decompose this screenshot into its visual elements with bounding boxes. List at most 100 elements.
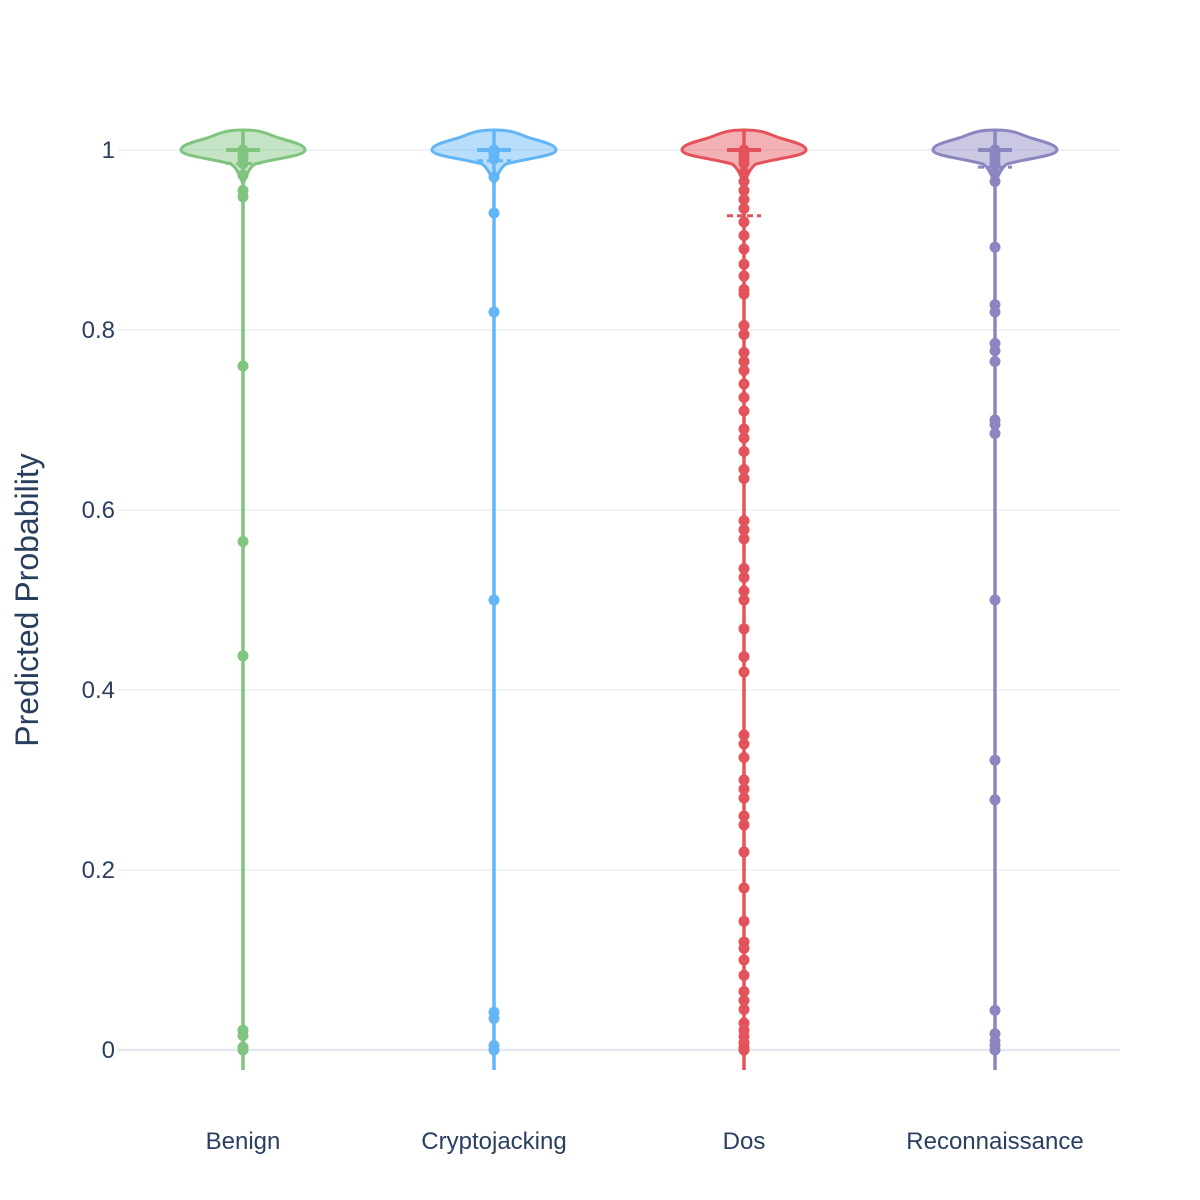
data-point — [738, 585, 750, 597]
data-point — [989, 594, 1001, 606]
gridlines — [118, 149, 1120, 1052]
violin-cryptojacking — [430, 128, 558, 1070]
data-point — [989, 356, 1001, 367]
data-point — [738, 464, 750, 475]
data-point — [738, 320, 750, 331]
data-point — [738, 651, 750, 663]
data-point — [488, 171, 500, 183]
data-point — [738, 783, 750, 795]
data-point — [738, 954, 750, 966]
data-point — [738, 666, 750, 678]
data-point — [989, 306, 1001, 318]
y-tick-label: 1 — [102, 137, 115, 164]
data-point — [738, 942, 750, 954]
y-tick-labels: 0 0.2 0.4 0.6 0.8 1 — [82, 137, 115, 1064]
x-tick-label: Benign — [206, 1128, 281, 1155]
violin-dos — [680, 128, 808, 1070]
data-point — [738, 288, 750, 300]
data-point — [738, 594, 750, 606]
data-point — [738, 258, 750, 270]
data-point — [738, 915, 750, 927]
data-point — [738, 623, 750, 635]
data-point — [989, 419, 1001, 430]
data-point — [738, 524, 750, 536]
data-point — [237, 1030, 249, 1042]
data-point — [237, 650, 249, 662]
data-point — [738, 446, 750, 457]
violin-benign — [179, 128, 307, 1070]
data-point — [237, 536, 249, 547]
data-point — [738, 810, 750, 822]
data-point — [738, 819, 750, 831]
data-point — [989, 167, 1001, 178]
y-tick-label: 0.8 — [82, 317, 115, 344]
data-point — [738, 243, 750, 255]
data-point — [738, 515, 750, 527]
data-point — [738, 185, 750, 196]
violins — [179, 128, 1059, 1070]
y-tick-label: 0.4 — [82, 677, 115, 704]
y-axis-title: Predicted Probability — [9, 453, 45, 746]
data-point — [989, 158, 1001, 169]
data-point — [738, 176, 750, 187]
data-point — [738, 752, 750, 763]
data-point — [738, 230, 750, 241]
data-point — [738, 846, 750, 858]
data-point — [738, 563, 750, 574]
data-point — [738, 969, 750, 981]
data-point — [738, 738, 750, 750]
y-tick-label: 0.2 — [82, 857, 115, 884]
data-point — [738, 473, 750, 484]
x-tick-label: Cryptojacking — [421, 1128, 566, 1155]
x-tick-label: Dos — [723, 1128, 766, 1155]
data-point — [237, 360, 249, 372]
x-tick-label: Reconnaissance — [906, 1128, 1083, 1155]
data-point — [738, 356, 750, 367]
y-tick-label: 0 — [102, 1037, 115, 1064]
data-point — [738, 216, 750, 228]
data-point — [738, 365, 750, 376]
data-point — [738, 986, 750, 997]
data-point — [488, 1013, 500, 1024]
data-point — [989, 794, 1001, 806]
data-point — [237, 158, 249, 169]
data-point — [989, 428, 1001, 439]
data-point — [989, 241, 1001, 253]
data-point — [488, 207, 500, 219]
data-point — [237, 191, 249, 203]
data-point — [488, 594, 500, 606]
data-point — [237, 1044, 249, 1056]
data-point — [738, 405, 750, 417]
data-point — [738, 347, 750, 358]
data-point — [738, 533, 750, 545]
data-point — [738, 167, 750, 178]
data-point — [488, 153, 500, 165]
data-point — [989, 1004, 1001, 1016]
violin-reconnaissance — [931, 128, 1059, 1070]
data-point — [989, 176, 1001, 187]
data-point — [989, 345, 1001, 357]
data-point — [488, 1044, 500, 1056]
data-point — [738, 729, 750, 741]
data-point — [738, 1004, 750, 1015]
data-point — [738, 378, 750, 390]
data-point — [738, 995, 750, 1006]
data-point — [989, 1044, 1001, 1056]
data-point — [738, 1044, 750, 1056]
data-point — [989, 754, 1001, 766]
x-tick-labels: Benign Cryptojacking Dos Reconnaissance — [206, 1128, 1084, 1155]
data-point — [738, 774, 750, 786]
data-point — [738, 194, 750, 205]
data-point — [738, 423, 750, 435]
data-point — [237, 169, 249, 181]
data-point — [738, 792, 750, 804]
data-point — [488, 306, 500, 318]
data-point — [738, 270, 750, 282]
data-point — [738, 158, 750, 169]
data-point — [738, 329, 750, 340]
data-point — [738, 572, 750, 583]
data-point — [738, 392, 750, 403]
data-point — [738, 432, 750, 444]
